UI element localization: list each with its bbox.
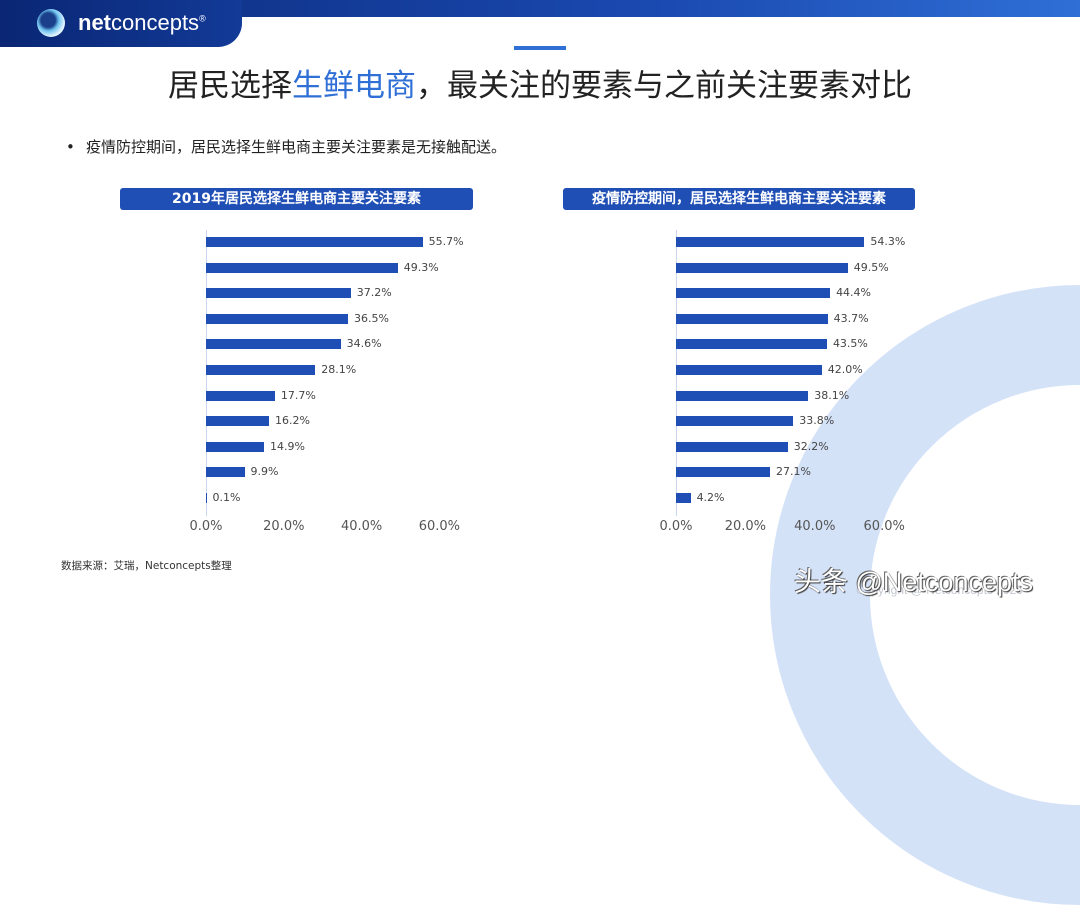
netconcepts-logo-icon bbox=[37, 9, 65, 37]
bar-value-label: 43.7% bbox=[833, 311, 869, 325]
bar bbox=[206, 313, 348, 324]
chart-2019-title: 2019年居民选择生鲜电商主要关注要素 bbox=[120, 188, 473, 210]
bar-value-label: 32.2% bbox=[793, 439, 829, 453]
bar bbox=[676, 493, 691, 503]
bar-value-label: 27.1% bbox=[776, 465, 811, 479]
x-tick-label: 60.0% bbox=[418, 519, 461, 534]
bar bbox=[206, 237, 423, 247]
bar-value-label: 49.5% bbox=[853, 260, 889, 274]
bar-value-label: 55.7% bbox=[428, 235, 464, 248]
bar bbox=[676, 313, 828, 324]
bar-value-label: 34.6% bbox=[346, 337, 382, 351]
slide-title: 居民选择生鲜电商，最关注的要素与之前关注要素对比 bbox=[0, 60, 1080, 105]
bar bbox=[206, 390, 275, 401]
bar bbox=[676, 365, 822, 375]
bar-value-label: 17.7% bbox=[280, 388, 316, 402]
x-tick-label: 40.0% bbox=[340, 519, 383, 534]
title-part2: ，最关注的要素与之前关注要素对比 bbox=[416, 68, 912, 104]
title-accent-line bbox=[514, 46, 566, 50]
data-source: 数据来源：艾瑞，Netconcepts整理 bbox=[61, 560, 232, 572]
bar-value-label: 0.1% bbox=[212, 491, 241, 504]
bar-value-label: 38.1% bbox=[814, 388, 850, 402]
bullet-icon: • bbox=[66, 138, 75, 156]
title-part1: 居民选择 bbox=[168, 68, 292, 104]
bar-value-label: 14.9% bbox=[269, 439, 305, 453]
copyright: Copyright @ Netconcepts 2020 bbox=[856, 583, 1023, 597]
bar bbox=[206, 288, 351, 299]
bar-value-label: 44.4% bbox=[836, 286, 872, 300]
bar bbox=[206, 365, 316, 375]
watermark: 头条 @Netconcepts bbox=[794, 567, 1033, 597]
logo-bold: net bbox=[78, 10, 111, 35]
bar-value-label: 54.3% bbox=[870, 235, 906, 248]
bar bbox=[676, 262, 848, 273]
bullet-point: • 疫情防控期间，居民选择生鲜电商主要关注要素是无接触配送。 bbox=[66, 136, 506, 157]
bar-value-label: 28.1% bbox=[321, 363, 357, 376]
title-highlight: 生鲜电商 bbox=[292, 68, 416, 104]
bar bbox=[676, 441, 788, 452]
bar-value-label: 9.9% bbox=[250, 465, 279, 479]
logo-registered: ® bbox=[199, 13, 206, 24]
bar bbox=[676, 416, 794, 427]
bar bbox=[206, 493, 207, 503]
bar bbox=[676, 467, 771, 478]
bar-value-label: 36.5% bbox=[353, 311, 389, 325]
logo-light: concepts bbox=[111, 10, 200, 35]
chart-pandemic-title: 疫情防控期间，居民选择生鲜电商主要关注要素 bbox=[563, 188, 915, 210]
bar-value-label: 42.0% bbox=[827, 363, 863, 376]
bar bbox=[206, 441, 264, 452]
bullet-text: 疫情防控期间，居民选择生鲜电商主要关注要素是无接触配送。 bbox=[86, 138, 507, 156]
x-tick-label: 0.0% bbox=[189, 519, 223, 534]
bar bbox=[206, 416, 270, 427]
bar bbox=[206, 339, 341, 350]
logo-text: netconcepts® bbox=[78, 10, 206, 36]
bar bbox=[676, 339, 827, 350]
bar bbox=[206, 467, 245, 478]
x-tick-label: 20.0% bbox=[263, 519, 305, 534]
x-tick-label: 0.0% bbox=[659, 519, 693, 534]
bar-value-label: 49.3% bbox=[403, 260, 439, 274]
x-tick-label: 20.0% bbox=[724, 519, 767, 534]
x-tick-label: 40.0% bbox=[794, 519, 836, 534]
bar bbox=[676, 237, 865, 247]
bar-value-label: 37.2% bbox=[356, 286, 392, 300]
bar bbox=[206, 262, 398, 273]
bar-value-label: 16.2% bbox=[275, 414, 310, 428]
x-tick-label: 60.0% bbox=[863, 519, 905, 534]
bar-value-label: 4.2% bbox=[696, 491, 725, 504]
logo-tab: netconcepts® bbox=[0, 0, 242, 47]
top-banner bbox=[0, 0, 1080, 17]
bar bbox=[676, 390, 809, 401]
bar bbox=[676, 288, 831, 299]
bar-value-label: 33.8% bbox=[799, 414, 835, 428]
bar-value-label: 43.5% bbox=[832, 337, 868, 351]
